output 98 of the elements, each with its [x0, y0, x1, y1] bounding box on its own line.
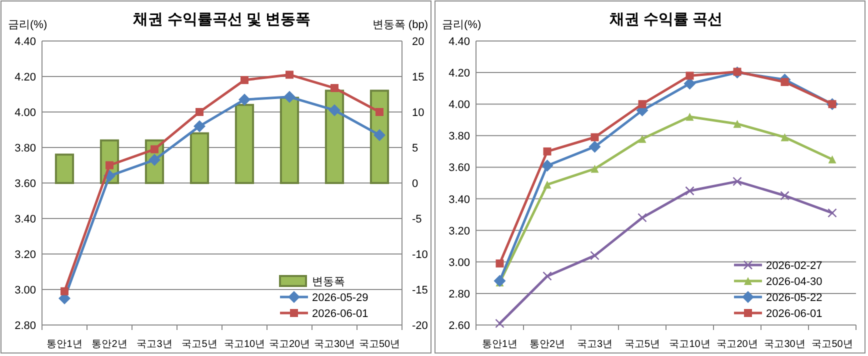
point — [328, 104, 340, 116]
y-tick-label: 3.20 — [14, 249, 36, 261]
bar — [54, 154, 74, 184]
y2-tick-label: 0 — [412, 178, 418, 190]
point — [590, 133, 599, 142]
chart-title: 채권 수익률 곡선 — [608, 11, 723, 28]
bar — [324, 90, 344, 184]
point — [374, 129, 386, 142]
point — [286, 70, 294, 79]
point — [686, 112, 694, 121]
y-tick-label: 3.40 — [14, 214, 36, 226]
x-tick-label: 국고3년 — [136, 339, 172, 350]
point — [685, 186, 694, 196]
point — [638, 134, 646, 143]
x-tick-label: 국고50년 — [358, 339, 400, 350]
legend-label: 변동폭 — [312, 276, 345, 288]
point — [686, 72, 694, 80]
y-tick-label: 3.60 — [448, 162, 470, 174]
y-tick-label: 3.80 — [14, 142, 36, 154]
point — [733, 120, 742, 128]
y-tick-label: 2.80 — [448, 288, 470, 300]
legend-label: 2026-05-29 — [312, 292, 368, 304]
point — [106, 161, 114, 170]
point — [638, 100, 646, 108]
y2-tick-label: 15 — [412, 72, 424, 84]
x-tick-label: 통안1년 — [482, 339, 518, 350]
point — [638, 213, 647, 222]
chart-title: 채권 수익률곡선 및 변동폭 — [132, 11, 311, 28]
point — [150, 145, 158, 154]
x-tick-label: 국고50년 — [812, 339, 853, 350]
y-tick-label: 3.00 — [448, 256, 470, 269]
y2-tick-label: 5 — [412, 142, 418, 154]
point — [780, 133, 789, 142]
point — [590, 250, 600, 260]
x-tick-label: 국고10년 — [669, 339, 710, 350]
x-tick-label: 통안2년 — [92, 339, 128, 350]
y-tick-label: 2.80 — [14, 320, 36, 332]
y2-tick-label: 20 — [412, 36, 424, 48]
y2-tick-label: -10 — [412, 249, 428, 261]
legend-label: 2026-06-01 — [312, 308, 368, 320]
point — [588, 140, 601, 153]
x-tick-label: 국고30년 — [764, 339, 806, 350]
x-tick-label: 국고30년 — [314, 339, 356, 350]
legend-label: 2026-04-30 — [766, 276, 822, 288]
y-tick-label: 3.20 — [448, 225, 470, 238]
y2-tick-label: -20 — [412, 320, 428, 332]
point — [496, 259, 504, 268]
point — [780, 78, 789, 86]
y-tick-label: 2.60 — [448, 320, 470, 332]
point — [543, 180, 552, 189]
y-tick-label: 3.60 — [14, 178, 36, 190]
point — [284, 90, 296, 103]
legend-label: 2026-06-01 — [766, 308, 822, 320]
point — [590, 164, 599, 173]
y-tick-label: 4.40 — [14, 36, 36, 48]
point — [494, 274, 506, 287]
point — [238, 94, 250, 106]
point — [541, 160, 554, 172]
x-tick-label: 국고20년 — [268, 339, 310, 350]
point — [780, 190, 790, 200]
y-tick-label: 4.20 — [448, 68, 470, 80]
y-axis-title: 금리(%) — [8, 19, 48, 31]
x-tick-label: 국고10년 — [224, 339, 266, 350]
point — [828, 155, 836, 164]
point — [240, 76, 248, 84]
legend-label: 2026-05-22 — [766, 292, 822, 304]
x-tick-label: 국고5년 — [182, 339, 218, 350]
y-tick-label: 4.20 — [14, 72, 36, 84]
point — [376, 108, 384, 116]
x-tick-label: 국고5년 — [624, 339, 660, 350]
y2-tick-label: -15 — [412, 284, 428, 296]
point — [196, 108, 204, 116]
point — [495, 318, 504, 328]
point — [828, 208, 837, 218]
point — [194, 120, 206, 132]
bar — [280, 96, 300, 184]
legend-label: 2026-02-27 — [766, 260, 822, 272]
point — [542, 271, 552, 281]
point — [732, 176, 742, 186]
y-axis-title: 금리(%) — [442, 19, 482, 31]
y2-axis-title: 변동폭 (bp) — [372, 19, 428, 31]
y-tick-label: 3.80 — [448, 130, 470, 143]
x-tick-label: 국고3년 — [576, 339, 613, 350]
x-tick-label: 국고20년 — [716, 339, 758, 350]
y2-tick-label: -5 — [412, 214, 422, 226]
point — [543, 147, 552, 156]
x-tick-label: 통안1년 — [46, 339, 82, 350]
y-tick-label: 3.00 — [14, 284, 36, 296]
x-tick-label: 통안2년 — [529, 339, 566, 350]
bar — [190, 132, 210, 184]
point — [330, 84, 338, 92]
bar — [234, 104, 254, 184]
y-tick-label: 3.40 — [448, 194, 470, 206]
y-tick-label: 4.40 — [448, 36, 470, 48]
y-tick-label: 4.00 — [448, 99, 470, 112]
y-tick-label: 4.00 — [14, 107, 36, 119]
y2-tick-label: 10 — [412, 107, 424, 119]
point — [60, 287, 68, 296]
